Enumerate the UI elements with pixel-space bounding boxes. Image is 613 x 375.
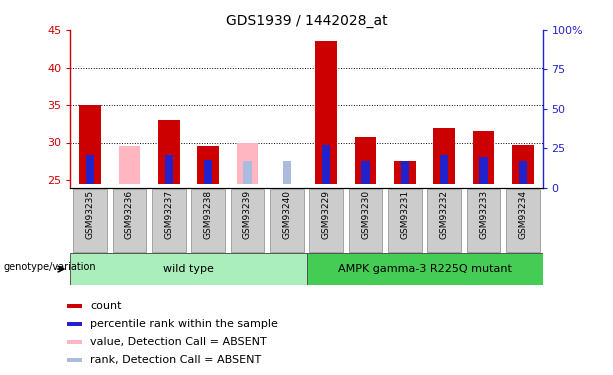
Text: GSM93235: GSM93235 xyxy=(86,190,94,239)
Bar xyxy=(67,340,82,344)
Text: GSM93234: GSM93234 xyxy=(519,190,527,239)
Text: GSM93236: GSM93236 xyxy=(125,190,134,239)
FancyBboxPatch shape xyxy=(506,189,540,252)
Bar xyxy=(512,145,534,184)
Bar xyxy=(237,142,258,184)
FancyBboxPatch shape xyxy=(70,253,306,285)
Bar xyxy=(433,128,455,184)
Bar xyxy=(165,154,173,184)
FancyBboxPatch shape xyxy=(309,189,343,252)
Bar xyxy=(197,146,219,184)
Text: GSM93233: GSM93233 xyxy=(479,190,488,239)
Text: GSM93240: GSM93240 xyxy=(283,190,291,239)
FancyBboxPatch shape xyxy=(152,189,186,252)
Text: GSM93237: GSM93237 xyxy=(164,190,173,239)
Bar xyxy=(322,145,330,184)
Bar xyxy=(315,41,337,184)
Text: count: count xyxy=(90,301,121,311)
FancyBboxPatch shape xyxy=(191,189,225,252)
Bar xyxy=(67,304,82,308)
Text: rank, Detection Call = ABSENT: rank, Detection Call = ABSENT xyxy=(90,355,261,365)
Bar xyxy=(67,322,82,326)
Bar xyxy=(204,160,212,184)
Text: GSM93230: GSM93230 xyxy=(361,190,370,239)
Text: wild type: wild type xyxy=(163,264,214,274)
Bar xyxy=(519,161,527,184)
Bar xyxy=(362,161,370,184)
FancyBboxPatch shape xyxy=(230,189,264,252)
Bar xyxy=(86,155,94,184)
Bar xyxy=(440,155,448,184)
Bar xyxy=(473,131,494,184)
Text: genotype/variation: genotype/variation xyxy=(4,262,96,273)
Text: GSM93239: GSM93239 xyxy=(243,190,252,239)
Bar xyxy=(479,157,487,184)
Bar xyxy=(283,161,291,184)
Bar xyxy=(394,161,416,184)
Title: GDS1939 / 1442028_at: GDS1939 / 1442028_at xyxy=(226,13,387,28)
FancyBboxPatch shape xyxy=(270,189,304,252)
FancyBboxPatch shape xyxy=(113,189,147,252)
Bar xyxy=(119,146,140,184)
Text: GSM93232: GSM93232 xyxy=(440,190,449,239)
FancyBboxPatch shape xyxy=(306,253,543,285)
Text: GSM93238: GSM93238 xyxy=(204,190,213,239)
FancyBboxPatch shape xyxy=(388,189,422,252)
Bar xyxy=(243,160,251,184)
Bar xyxy=(158,120,180,184)
FancyBboxPatch shape xyxy=(466,189,500,252)
Text: value, Detection Call = ABSENT: value, Detection Call = ABSENT xyxy=(90,337,267,347)
Text: percentile rank within the sample: percentile rank within the sample xyxy=(90,319,278,329)
Text: GSM93229: GSM93229 xyxy=(322,190,330,239)
Bar xyxy=(355,137,376,184)
FancyBboxPatch shape xyxy=(427,189,461,252)
Bar xyxy=(401,161,409,184)
FancyBboxPatch shape xyxy=(73,189,107,252)
Bar xyxy=(79,105,101,184)
Bar xyxy=(67,358,82,362)
Text: AMPK gamma-3 R225Q mutant: AMPK gamma-3 R225Q mutant xyxy=(338,264,511,274)
FancyBboxPatch shape xyxy=(349,189,383,252)
Text: GSM93231: GSM93231 xyxy=(400,190,409,239)
